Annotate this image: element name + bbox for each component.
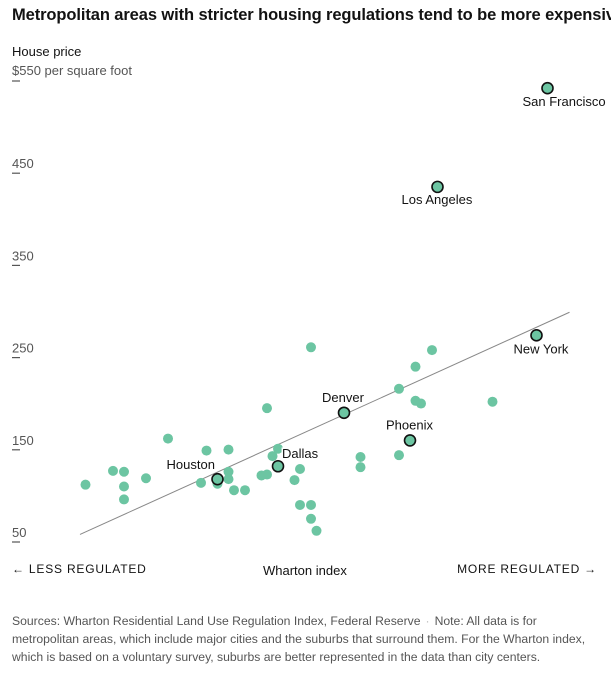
data-point-23 bbox=[306, 342, 316, 353]
data-point-26 bbox=[311, 525, 322, 536]
trend-line bbox=[79, 311, 570, 535]
data-point-31 bbox=[410, 361, 421, 372]
city-label-phoenix: Phoenix bbox=[386, 417, 433, 432]
data-point-12 bbox=[223, 474, 234, 485]
city-label-denver: Denver bbox=[322, 390, 365, 405]
y-tick-label-50: 50 bbox=[12, 525, 26, 540]
sources-text: Sources: Wharton Residential Land Use Re… bbox=[12, 614, 421, 628]
data-point-17 bbox=[262, 469, 272, 480]
data-point-16 bbox=[262, 403, 272, 414]
highlight-point-san-francisco bbox=[541, 81, 554, 95]
data-point-20 bbox=[289, 475, 300, 486]
data-point-1 bbox=[108, 465, 118, 476]
data-point-14 bbox=[240, 485, 250, 496]
y-tick-label-150: 150 bbox=[12, 433, 34, 448]
data-point-33 bbox=[416, 398, 426, 409]
city-label-san-francisco: San Francisco bbox=[523, 94, 606, 109]
y-axis-label: House price bbox=[12, 44, 81, 59]
data-point-35 bbox=[487, 396, 498, 407]
data-point-8 bbox=[201, 445, 212, 456]
y-tick-label-450: 450 bbox=[12, 156, 34, 171]
data-point-21 bbox=[295, 464, 305, 475]
highlight-point-denver bbox=[337, 406, 351, 420]
data-points bbox=[80, 342, 498, 536]
data-point-29 bbox=[394, 450, 404, 461]
city-label-houston: Houston bbox=[167, 457, 215, 472]
data-point-19 bbox=[273, 443, 283, 454]
y-axis-unit: $550 per square foot bbox=[12, 63, 132, 78]
source-note: Sources: Wharton Residential Land Use Re… bbox=[12, 612, 602, 666]
y-axis: House price $550 per square foot 50 150 25… bbox=[12, 44, 132, 543]
data-point-4 bbox=[119, 494, 129, 505]
data-point-6 bbox=[163, 433, 173, 444]
data-point-0 bbox=[80, 479, 91, 490]
data-point-13 bbox=[229, 485, 239, 496]
data-point-28 bbox=[355, 462, 366, 473]
highlight-point-dallas bbox=[271, 459, 285, 473]
highlight-point-houston bbox=[211, 472, 224, 486]
city-label-dallas: Dallas bbox=[282, 446, 319, 461]
highlighted-points bbox=[211, 81, 554, 486]
y-ticks: 50 150 250 350 450 bbox=[12, 80, 34, 543]
x-axis-left-label: ← LESS REGULATED bbox=[12, 562, 147, 576]
chart-title: Metropolitan areas with stricter housing… bbox=[12, 6, 611, 24]
data-point-11 bbox=[223, 466, 234, 477]
data-point-34 bbox=[427, 345, 437, 356]
data-point-18 bbox=[267, 451, 278, 462]
data-point-27 bbox=[355, 452, 366, 463]
note-text: Note: All data is for metropolitan areas… bbox=[12, 614, 586, 664]
data-point-22 bbox=[295, 499, 305, 510]
y-tick-label-250: 250 bbox=[12, 341, 34, 356]
scatter-chart: House price $550 per square foot 50 150 25… bbox=[12, 44, 607, 578]
y-tick-label-350: 350 bbox=[12, 248, 34, 263]
data-point-24 bbox=[306, 499, 316, 510]
city-label-los-angeles: Los Angeles bbox=[402, 192, 473, 207]
city-labels: San Francisco Los Angeles New York Denver Ph… bbox=[165, 93, 607, 474]
data-point-30 bbox=[394, 383, 404, 394]
x-axis-label: Wharton index bbox=[263, 563, 347, 578]
data-point-5 bbox=[141, 473, 151, 484]
x-axis: ← LESS REGULATED Wharton index MORE REGU… bbox=[12, 562, 597, 578]
data-point-25 bbox=[306, 513, 316, 524]
data-point-3 bbox=[119, 481, 129, 492]
x-axis-right-label: MORE REGULATED → bbox=[457, 562, 597, 576]
data-point-7 bbox=[196, 477, 206, 488]
city-label-new-york: New York bbox=[514, 341, 569, 356]
highlight-point-phoenix bbox=[403, 434, 417, 447]
separator-dot: · bbox=[425, 614, 430, 628]
data-point-2 bbox=[119, 466, 129, 477]
highlight-point-los-angeles bbox=[431, 180, 444, 194]
data-point-10 bbox=[223, 444, 234, 455]
highlight-point-new-york bbox=[530, 329, 543, 342]
